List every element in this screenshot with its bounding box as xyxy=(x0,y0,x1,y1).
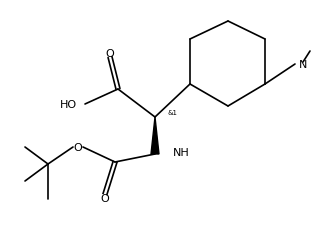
Text: O: O xyxy=(74,142,82,152)
Polygon shape xyxy=(151,117,159,154)
Text: &1: &1 xyxy=(167,110,177,115)
Text: NH: NH xyxy=(173,147,190,157)
Text: O: O xyxy=(106,49,114,59)
Text: HO: HO xyxy=(60,99,77,110)
Text: O: O xyxy=(100,193,109,203)
Text: N: N xyxy=(299,60,307,70)
